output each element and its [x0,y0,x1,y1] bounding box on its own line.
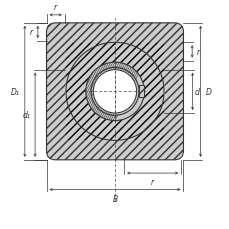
FancyBboxPatch shape [46,24,183,160]
Text: B: B [112,194,117,203]
Text: r: r [150,177,154,186]
Circle shape [90,67,139,117]
Circle shape [93,70,136,114]
Text: r: r [196,48,199,57]
FancyBboxPatch shape [66,43,163,141]
Circle shape [66,43,163,141]
Text: r: r [54,3,57,12]
Text: D₁: D₁ [11,87,20,96]
Text: D: D [205,87,211,96]
Circle shape [85,63,144,121]
Text: d: d [194,87,199,96]
Bar [139,86,144,98]
Text: r: r [30,28,33,37]
Text: d₁: d₁ [23,111,31,120]
Bar [139,86,144,98]
